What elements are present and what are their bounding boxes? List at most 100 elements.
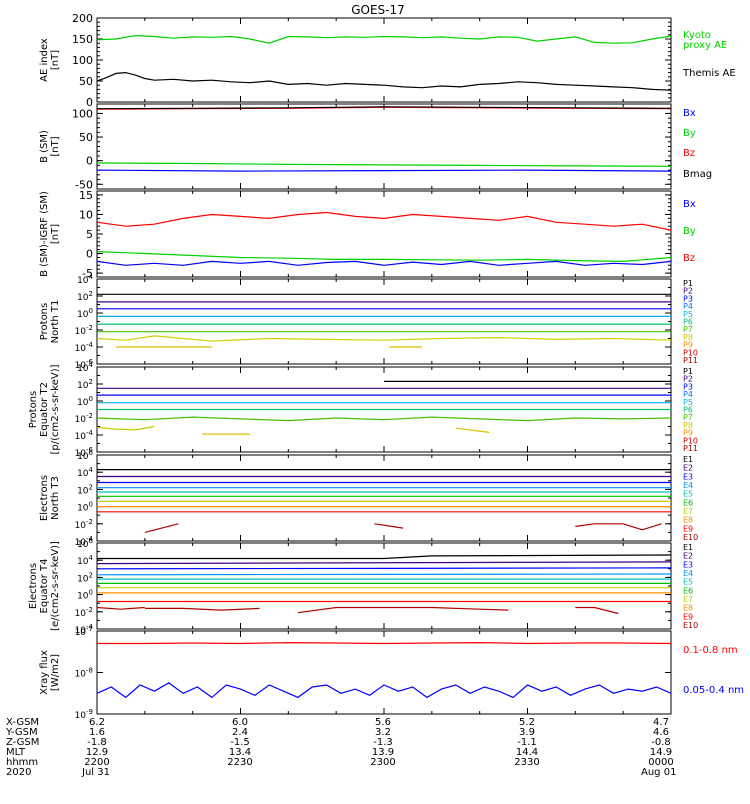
legend-item: P1 [683, 367, 693, 376]
legend-item: P5 [683, 310, 693, 319]
panel-frame [96, 454, 672, 542]
legend-item: E5 [683, 490, 693, 499]
series-line-bmag [96, 106, 672, 110]
y-axis-title: Xray flux [39, 650, 50, 695]
legend-item: P5 [683, 398, 693, 407]
footer-cell: Aug 01 [641, 767, 676, 778]
legend-item: Bz [683, 148, 695, 159]
footer-cell: -1.5 [230, 737, 250, 748]
y-axis-title: [nT] [50, 224, 61, 244]
y-tick-label: 100 [77, 307, 93, 320]
y-axis-title: Equator T4 [39, 559, 50, 614]
y-tick-label: 104 [77, 361, 93, 374]
y-tick-label: -5 [82, 267, 93, 280]
y-tick-label: 100 [77, 501, 93, 514]
y-tick-label: 15 [79, 189, 93, 202]
panel-frame [96, 103, 672, 190]
footer-cell: 2.4 [232, 727, 248, 738]
footer-cell: 4.6 [653, 727, 669, 738]
y-tick-label: 200 [72, 12, 93, 25]
y-axis-title: Protons [28, 391, 39, 428]
footer-row-label: Z-GSM [6, 737, 39, 748]
legend-item: P10 [683, 436, 698, 445]
footer-cell: 14.9 [650, 747, 672, 758]
legend-item: P3 [683, 294, 693, 303]
legend-item: E7 [683, 507, 693, 516]
footer-cell: 6.0 [232, 717, 248, 728]
y-tick-label: 10-2 [75, 518, 93, 531]
legend-item: E9 [683, 524, 693, 533]
y-tick-label: 10-2 [75, 606, 93, 619]
legend-item: P9 [683, 429, 693, 438]
legend-item: P2 [683, 287, 693, 296]
series-line-e10a [96, 606, 145, 610]
legend-item: P11 [683, 444, 698, 453]
legend-item: P10 [683, 348, 698, 357]
footer-cell: 2200 [84, 757, 109, 768]
legend-item: By [683, 128, 696, 139]
y-tick-label: 106 [77, 537, 93, 550]
legend-item: 0.05-0.4 nm [683, 685, 744, 696]
legend-item: P4 [683, 302, 693, 311]
legend-item: P7 [683, 413, 693, 422]
series-line-e10b [374, 523, 404, 529]
y-tick-label: 0 [86, 155, 93, 168]
y-tick-label: 10-4 [75, 429, 94, 442]
y-tick-label: 104 [77, 554, 93, 567]
y-tick-label: 150 [72, 33, 93, 46]
y-tick-label: 10-4 [75, 623, 94, 636]
footer-cell: 12.9 [86, 747, 108, 758]
panel-frame [96, 190, 672, 278]
legend-item: P11 [683, 356, 698, 365]
legend-item: E2 [683, 552, 693, 561]
y-tick-label: 10-4 [75, 341, 94, 354]
y-axis-title: North T1 [50, 300, 61, 344]
series-line-e10c [297, 606, 509, 614]
legend-item: E3 [683, 472, 693, 481]
footer-row-label: MLT [6, 747, 26, 758]
series-line-p6 [96, 416, 672, 422]
footer-row-label: X-GSM [6, 717, 39, 728]
legend-item: E7 [683, 595, 693, 604]
legend-item: E2 [683, 464, 693, 473]
legend-item: E6 [683, 498, 693, 507]
y-tick-label: 104 [77, 466, 93, 479]
legend-item: Bmag [683, 169, 712, 180]
series-line-e10d [575, 606, 619, 615]
y-tick-label: 102 [77, 378, 93, 391]
legend-item: Bx [683, 199, 696, 210]
y-tick-label: 10-8 [75, 667, 93, 680]
legend-item: E9 [683, 612, 693, 621]
y-tick-label: 50 [79, 75, 93, 88]
y-tick-label: 104 [77, 273, 93, 286]
legend-item: P9 [683, 341, 693, 350]
series-line-by [96, 251, 672, 263]
panel-b-minus-igrf: -5 0 5 10 15 B (SM)-IGRF (SM) [nT] Bx By Bz [39, 189, 696, 280]
y-tick-label: 5 [86, 228, 93, 241]
y-axis-title: Electrons [28, 563, 39, 609]
footer-cell: -0.8 [651, 737, 671, 748]
y-tick-label: 10-6 [75, 446, 94, 459]
y-axis-title: [nT] [50, 136, 61, 156]
series-line-themis-ae [96, 71, 672, 91]
y-tick-label: 10-4 [75, 535, 94, 548]
panel-protons-north-t1: 10-6 10-4 10-2 100 102 104 Protons North T1 P1P2… [39, 273, 698, 371]
y-tick-label: 10-7 [75, 625, 93, 638]
footer-cell: 13.9 [372, 747, 394, 758]
panel-xray-flux: 10-9 10-8 10-7 Xray flux [W/m2] 0.1-0.8 nm 0.0… [39, 625, 744, 721]
legend-item: P2 [683, 375, 693, 384]
legend-item: P4 [683, 390, 693, 399]
chart-title: GOES-17 [351, 3, 405, 17]
legend-item: P7 [683, 325, 693, 334]
footer-row-label: Y-GSM [5, 727, 38, 738]
footer-cell: 2230 [227, 757, 252, 768]
y-axis-title: [W/m2] [50, 654, 61, 691]
y-tick-label: 100 [72, 107, 93, 120]
series-line-e1 [97, 554, 672, 560]
y-tick-label: 10-2 [75, 412, 93, 425]
footer-cell: 14.4 [516, 747, 538, 758]
series-line-bx [96, 169, 672, 172]
y-tick-label: 50 [79, 131, 93, 144]
